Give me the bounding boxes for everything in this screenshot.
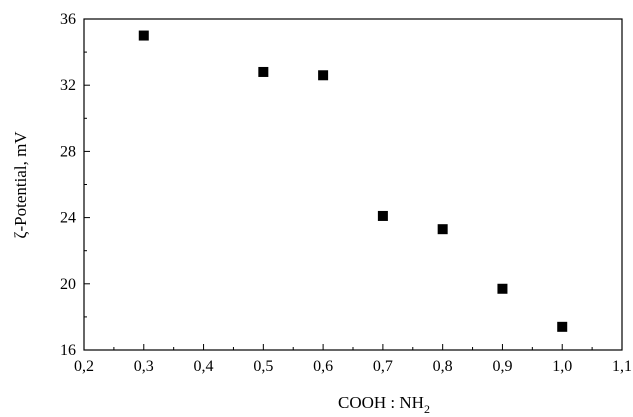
x-tick-label: 0,7	[373, 358, 393, 375]
x-axis-label: COOH : NH2	[338, 393, 430, 416]
x-tick-label: 0,5	[253, 358, 273, 375]
data-point	[138, 30, 149, 41]
data-point	[557, 321, 568, 332]
data-point	[437, 224, 448, 235]
y-tick-label: 24	[60, 210, 76, 227]
x-tick-label: 1,0	[552, 358, 572, 375]
x-tick-label: 0,4	[194, 358, 214, 375]
y-axis-label: ζ-Potential, mV	[11, 131, 30, 239]
x-tick-label: 0,6	[313, 358, 333, 375]
x-tick-label: 0,2	[74, 358, 94, 375]
y-tick-label: 32	[60, 77, 76, 94]
data-point	[258, 66, 269, 77]
y-tick-label: 20	[60, 276, 76, 293]
x-tick-label: 0,8	[433, 358, 453, 375]
data-point	[497, 283, 508, 294]
data-points	[138, 30, 568, 332]
data-point	[377, 210, 388, 221]
x-tick-label: 1,1	[612, 358, 632, 375]
x-tick-label: 0,9	[492, 358, 512, 375]
plot-frame	[83, 18, 623, 351]
y-tick-label: 36	[60, 11, 76, 28]
y-tick-label: 16	[60, 342, 76, 359]
axes	[83, 18, 623, 351]
ticks: 0,2 0,3 0,4 0,5 0,6 0,7 0,8 0,9 1,0 1,1 16 20 24 28 32…	[60, 11, 632, 375]
x-tick-label: 0,3	[134, 358, 154, 375]
y-tick-label: 28	[60, 143, 76, 160]
data-point	[318, 70, 329, 81]
